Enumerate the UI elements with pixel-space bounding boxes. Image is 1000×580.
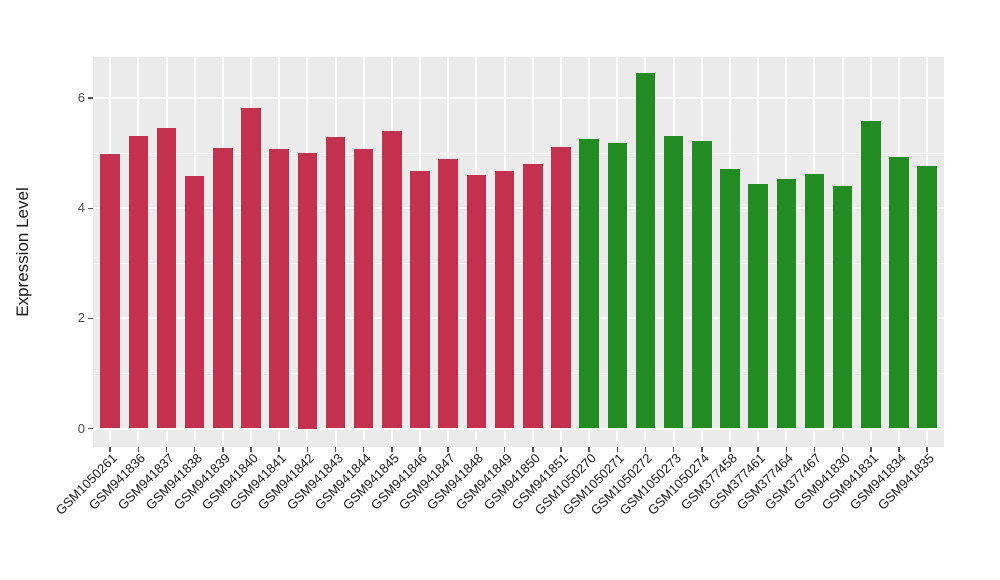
x-axis-tick-mark: [644, 447, 647, 452]
bar: [889, 157, 909, 429]
bar: [494, 171, 515, 429]
bar: [269, 148, 289, 429]
bar: [128, 135, 149, 429]
y-axis-tick-mark: [88, 317, 93, 320]
gridline-major-horizontal: [93, 97, 944, 100]
bar: [720, 168, 740, 429]
gridline-major-horizontal: [93, 317, 944, 320]
bar: [861, 121, 881, 429]
x-axis-tick-mark: [362, 447, 365, 452]
x-axis-tick-mark: [391, 447, 393, 452]
y-axis-tick-label: 4: [77, 200, 85, 216]
x-axis-tick-mark: [503, 447, 506, 452]
bar: [692, 141, 712, 429]
gridline-major-horizontal: [93, 207, 944, 210]
bar: [663, 136, 684, 429]
bar: [607, 142, 627, 429]
x-axis-tick-mark: [870, 447, 872, 452]
bar: [635, 73, 656, 429]
x-axis-tick-mark: [898, 447, 900, 452]
x-axis-tick-mark: [785, 447, 788, 452]
x-axis-tick-mark: [616, 447, 618, 452]
gridline-minor-horizontal: [93, 372, 944, 374]
bar: [832, 186, 853, 429]
x-axis-tick-mark: [475, 447, 478, 452]
x-axis-tick-mark: [222, 447, 224, 452]
x-axis-tick-mark: [447, 447, 449, 452]
x-axis-tick-mark: [701, 447, 703, 452]
x-axis-tick-mark: [334, 447, 337, 452]
bar: [353, 149, 374, 429]
y-axis-tick-mark: [88, 427, 93, 430]
y-axis-tick-label: 6: [77, 90, 85, 106]
bar: [917, 165, 937, 429]
bar: [804, 174, 825, 429]
gridline-minor-horizontal: [93, 152, 944, 154]
gridline-major-horizontal: [93, 427, 944, 430]
y-axis-title: Expression Level: [13, 187, 32, 317]
bar: [551, 146, 571, 429]
y-axis-tick-mark: [88, 97, 93, 99]
bar: [184, 175, 205, 429]
x-axis-tick-mark: [250, 447, 252, 452]
x-axis-tick-mark: [813, 447, 816, 452]
bar: [410, 170, 430, 429]
x-axis-tick-mark: [193, 447, 196, 452]
x-axis-tick-mark: [672, 447, 675, 452]
bar: [100, 154, 120, 429]
x-axis-tick-mark: [165, 447, 168, 452]
bar: [241, 107, 261, 429]
x-axis-tick-mark: [137, 447, 140, 452]
bar: [438, 159, 458, 429]
x-axis-tick-mark: [278, 447, 280, 452]
x-axis-tick-mark: [419, 447, 421, 452]
y-axis-tick-label: 2: [77, 310, 85, 326]
bar: [325, 137, 346, 429]
x-axis-tick-mark: [109, 447, 111, 452]
x-axis-tick-mark: [588, 447, 590, 452]
x-axis-tick-mark: [926, 447, 928, 452]
bar: [382, 131, 402, 429]
bar: [213, 147, 233, 429]
bar: [297, 153, 318, 429]
x-axis-tick-mark: [729, 447, 731, 452]
bar: [156, 128, 177, 429]
bar: [466, 174, 487, 429]
gridline-minor-horizontal: [93, 262, 944, 264]
x-axis-tick-mark: [757, 447, 759, 452]
y-axis-tick-label: 0: [77, 420, 85, 436]
bar: [776, 178, 797, 429]
x-axis-tick-mark: [306, 447, 309, 452]
bar: [579, 138, 599, 429]
bar: [748, 184, 768, 429]
x-axis-tick-mark: [532, 447, 534, 452]
x-axis-tick-mark: [841, 447, 844, 452]
bar: [523, 163, 543, 429]
x-axis-tick-mark: [560, 447, 562, 452]
y-axis-tick-mark: [88, 207, 93, 210]
plot-panel: [93, 57, 944, 447]
